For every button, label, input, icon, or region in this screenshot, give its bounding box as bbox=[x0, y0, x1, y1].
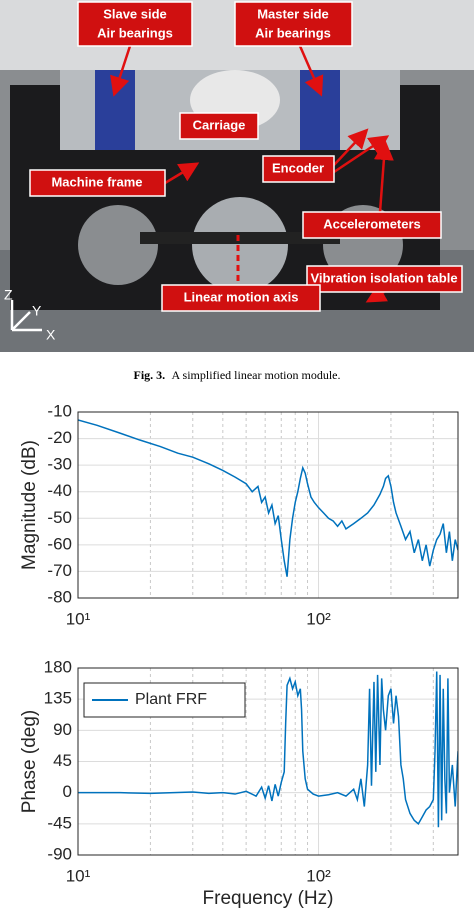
y-tick-label: 0 bbox=[63, 782, 72, 801]
caption: Fig. 3. A simplified linear motion modul… bbox=[134, 368, 341, 382]
axis-letter: Y bbox=[32, 303, 42, 319]
annotation: Encoder bbox=[272, 160, 324, 175]
x-tick-label: 10² bbox=[306, 866, 331, 885]
axis-letter: Z bbox=[4, 287, 13, 303]
annotation: Air bearings bbox=[255, 25, 331, 40]
y-tick-label: -50 bbox=[47, 508, 72, 527]
annotation: Slave side bbox=[103, 6, 167, 21]
x-tick-label: 10¹ bbox=[66, 609, 91, 628]
y-tick-label: -20 bbox=[47, 428, 72, 447]
annotation: Air bearings bbox=[97, 25, 173, 40]
legend-label: Plant FRF bbox=[135, 691, 207, 708]
annotation: Master side bbox=[257, 6, 329, 21]
y-tick-label: 45 bbox=[53, 751, 72, 770]
y-tick-label: 180 bbox=[44, 657, 72, 676]
y-tick-label: 90 bbox=[53, 720, 72, 739]
y-tick-label: -30 bbox=[47, 455, 72, 474]
plot-area bbox=[78, 412, 458, 598]
annotation: Vibration isolation table bbox=[310, 270, 457, 285]
line-series bbox=[78, 671, 458, 828]
annotation: Accelerometers bbox=[323, 216, 421, 231]
y-tick-label: -80 bbox=[47, 587, 72, 606]
y-axis-label: Magnitude (dB) bbox=[19, 440, 40, 570]
x-tick-label: 10¹ bbox=[66, 866, 91, 885]
y-tick-label: -90 bbox=[47, 844, 72, 863]
caption-text: A simplified linear motion module. bbox=[172, 368, 341, 382]
x-axis-label: Frequency (Hz) bbox=[203, 888, 334, 909]
caption-label: Fig. 3. bbox=[134, 368, 166, 382]
y-tick-label: -45 bbox=[47, 813, 72, 832]
y-tick-label: -60 bbox=[47, 534, 72, 553]
annotation: Carriage bbox=[193, 117, 246, 132]
line-series bbox=[78, 419, 458, 577]
y-tick-label: -40 bbox=[47, 481, 72, 500]
axes-box bbox=[77, 411, 459, 599]
y-tick-label: -70 bbox=[47, 561, 72, 580]
axis-letter: X bbox=[46, 327, 56, 343]
x-tick-label: 10² bbox=[306, 609, 331, 628]
annotations: Slave side Air bearings Master side Air … bbox=[4, 1, 463, 343]
annotation: Linear motion axis bbox=[184, 289, 299, 304]
y-axis-label: Phase (deg) bbox=[19, 710, 40, 814]
y-tick-label: -10 bbox=[47, 401, 72, 420]
annotation: Machine frame bbox=[51, 174, 142, 189]
y-tick-label: 135 bbox=[44, 689, 72, 708]
axes-box bbox=[77, 667, 459, 856]
